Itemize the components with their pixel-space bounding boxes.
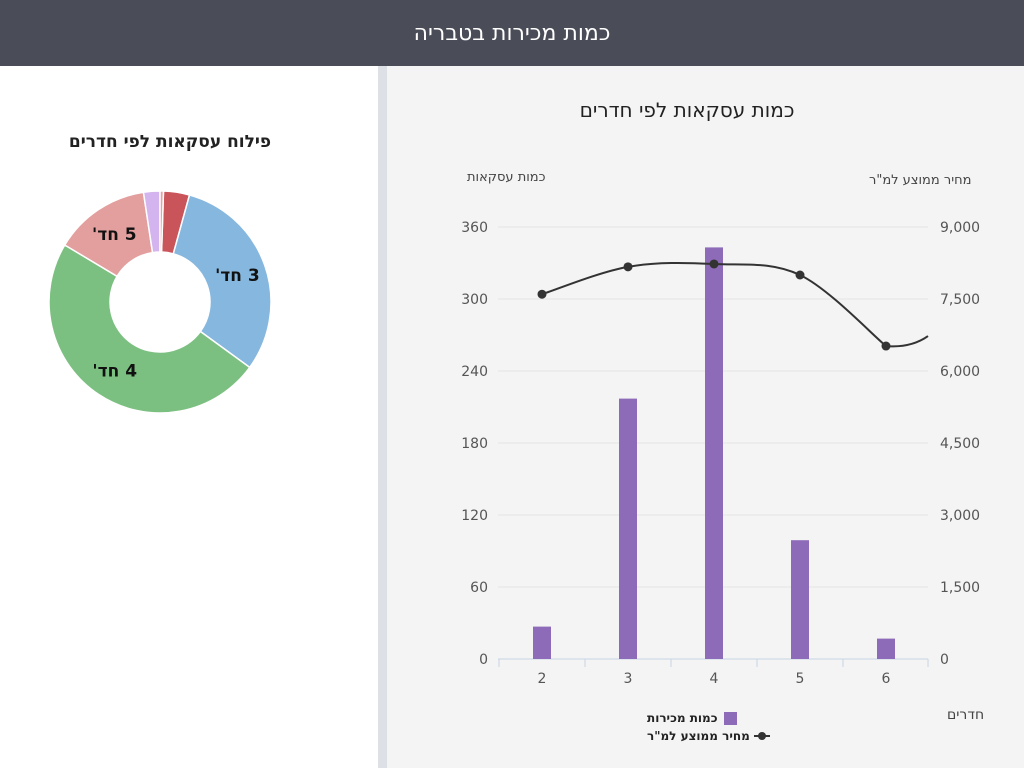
y-right-label: מחיר ממוצע למ"ר (869, 173, 972, 188)
panel-divider (378, 66, 387, 768)
legend-bar-swatch (723, 711, 737, 725)
pie-chart: 3 חד' 4 חד' 5 חד' (48, 190, 272, 414)
pie-slice (172, 194, 272, 369)
pie-slice-label: 5 חד' (92, 225, 137, 245)
combo-panel: כמות עסקאות לפי חדרים כמות עסקאות מחיר מ… (387, 66, 1024, 768)
legend-bar[interactable]: כמות מכירות (647, 711, 737, 725)
pie-slice (159, 190, 165, 253)
page-header: כמות מכירות בטבריה (0, 0, 1024, 66)
y-left-label: כמות עסקאות (467, 170, 546, 185)
pie-title: פילוח עסקאות לפי חדרים (68, 132, 272, 152)
page-title: כמות מכירות בטבריה (413, 20, 611, 46)
legend-line[interactable]: מחיר ממוצע למ"ר (647, 729, 770, 743)
combo-title: כמות עסקאות לפי חדרים (579, 98, 795, 122)
pie-slice-label: 4 חד' (92, 361, 137, 381)
pie-slice-label: 3 חד' (215, 266, 260, 286)
pie-panel: 3 חד' 4 חד' 5 חד' פילוח עסקאות לפי חדרים (0, 66, 378, 768)
legend-line-swatch (753, 732, 770, 740)
pie-slice (48, 243, 251, 414)
x-axis-label: חדרים (947, 707, 985, 723)
legend-line-label: מחיר ממוצע למ"ר (647, 729, 750, 743)
legend-bar-label: כמות מכירות (647, 711, 718, 725)
